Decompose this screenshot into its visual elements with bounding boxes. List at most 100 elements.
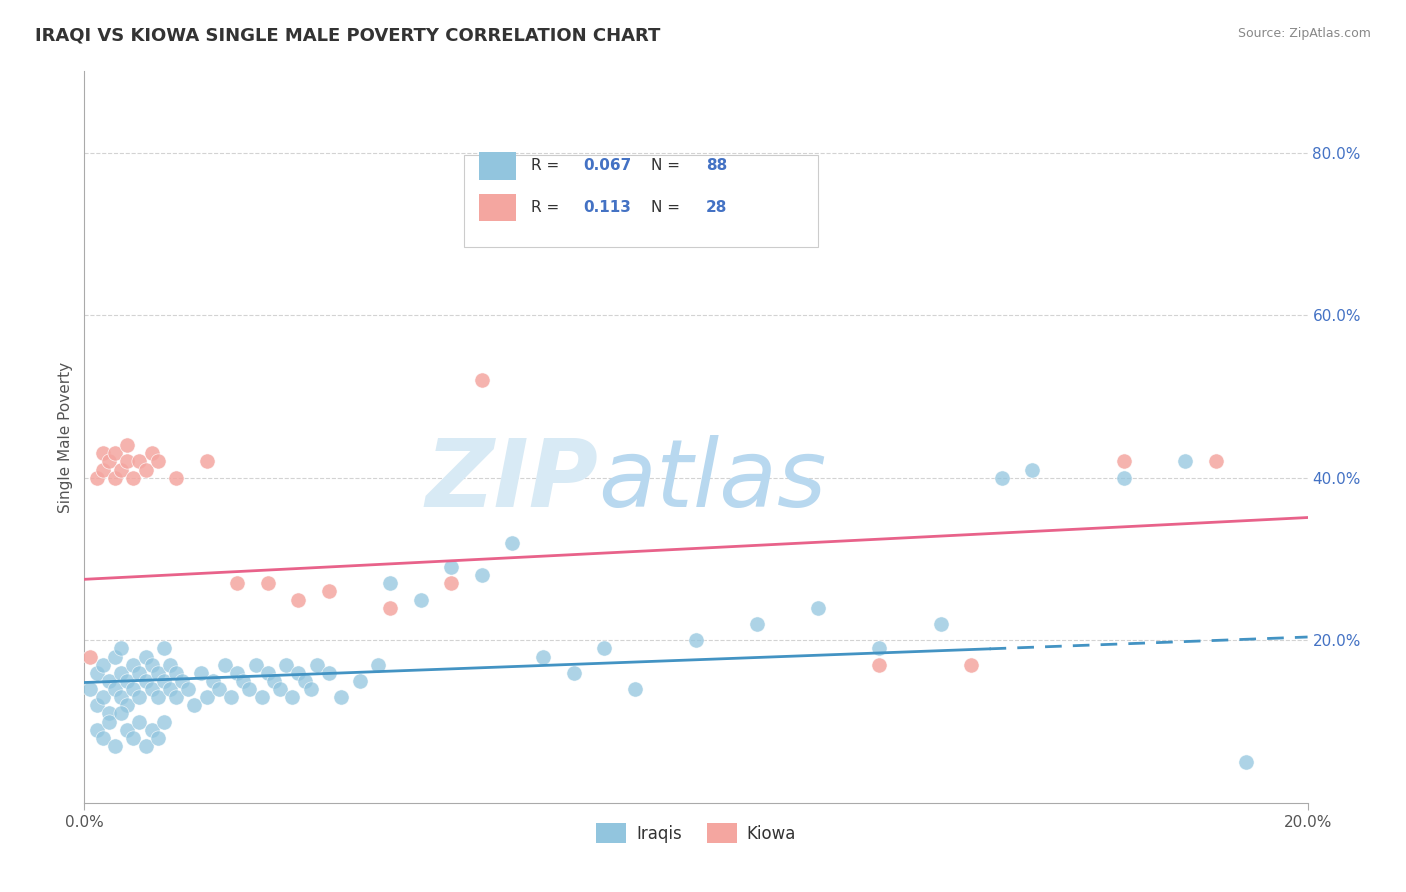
Bar — [479, 194, 516, 221]
Point — [128, 690, 150, 705]
Point — [128, 714, 150, 729]
Point — [219, 690, 242, 705]
Point — [146, 731, 169, 745]
Point — [135, 739, 157, 753]
Text: atlas: atlas — [598, 435, 827, 526]
Point — [104, 739, 127, 753]
Point — [165, 471, 187, 485]
Point — [1114, 471, 1136, 485]
Point — [135, 673, 157, 688]
Point — [86, 698, 108, 713]
Point — [153, 714, 176, 729]
Text: R =: R = — [531, 200, 569, 215]
Point — [281, 690, 304, 705]
Point — [97, 673, 120, 688]
Point — [91, 690, 114, 705]
Point — [183, 698, 205, 713]
Point — [471, 568, 494, 582]
Point — [97, 706, 120, 721]
Point — [305, 657, 328, 672]
Point — [299, 681, 322, 696]
Point — [685, 633, 707, 648]
Point — [141, 446, 163, 460]
Point — [257, 665, 280, 680]
Point — [104, 649, 127, 664]
Point — [110, 690, 132, 705]
Point — [562, 665, 585, 680]
Point — [91, 657, 114, 672]
Point — [960, 657, 983, 672]
Point — [104, 681, 127, 696]
Point — [214, 657, 236, 672]
Point — [159, 681, 181, 696]
Point — [141, 723, 163, 737]
Point — [128, 665, 150, 680]
Point — [330, 690, 353, 705]
Point — [531, 649, 554, 664]
Point — [409, 592, 432, 607]
Point — [110, 665, 132, 680]
Point — [122, 471, 145, 485]
Point — [141, 681, 163, 696]
Point — [190, 665, 212, 680]
Point — [159, 657, 181, 672]
Point — [104, 446, 127, 460]
Point — [201, 673, 224, 688]
Point — [250, 690, 273, 705]
Point — [153, 673, 176, 688]
Point — [97, 454, 120, 468]
Point — [1021, 462, 1043, 476]
Point — [115, 454, 138, 468]
Point — [79, 681, 101, 696]
Point — [991, 471, 1014, 485]
Point — [502, 535, 524, 549]
Point — [91, 731, 114, 745]
Point — [440, 560, 463, 574]
Point — [115, 698, 138, 713]
Point — [1114, 454, 1136, 468]
Text: N =: N = — [651, 158, 685, 173]
Point — [349, 673, 371, 688]
Point — [86, 665, 108, 680]
Point — [287, 665, 309, 680]
Point — [86, 723, 108, 737]
Point — [263, 673, 285, 688]
Point — [128, 454, 150, 468]
Point — [146, 690, 169, 705]
Point — [294, 673, 316, 688]
Point — [318, 665, 340, 680]
Point — [110, 706, 132, 721]
Point — [115, 723, 138, 737]
Point — [226, 576, 249, 591]
Point — [1174, 454, 1197, 468]
Point — [929, 617, 952, 632]
Point — [869, 641, 891, 656]
FancyBboxPatch shape — [464, 155, 818, 247]
Point — [367, 657, 389, 672]
Point — [1236, 755, 1258, 769]
Point — [593, 641, 616, 656]
Point — [747, 617, 769, 632]
Point — [79, 649, 101, 664]
Point — [257, 576, 280, 591]
Point — [471, 373, 494, 387]
Point — [226, 665, 249, 680]
Point — [380, 576, 402, 591]
Point — [141, 657, 163, 672]
Point — [238, 681, 260, 696]
Point — [807, 600, 830, 615]
Text: IRAQI VS KIOWA SINGLE MALE POVERTY CORRELATION CHART: IRAQI VS KIOWA SINGLE MALE POVERTY CORRE… — [35, 27, 661, 45]
Point — [110, 462, 132, 476]
Point — [869, 657, 891, 672]
Text: R =: R = — [531, 158, 564, 173]
Point — [172, 673, 194, 688]
Point — [276, 657, 298, 672]
Point — [287, 592, 309, 607]
Text: 88: 88 — [706, 158, 727, 173]
Point — [165, 690, 187, 705]
Text: Source: ZipAtlas.com: Source: ZipAtlas.com — [1237, 27, 1371, 40]
Point — [165, 665, 187, 680]
Point — [269, 681, 291, 696]
Text: 0.113: 0.113 — [583, 200, 631, 215]
Point — [122, 731, 145, 745]
